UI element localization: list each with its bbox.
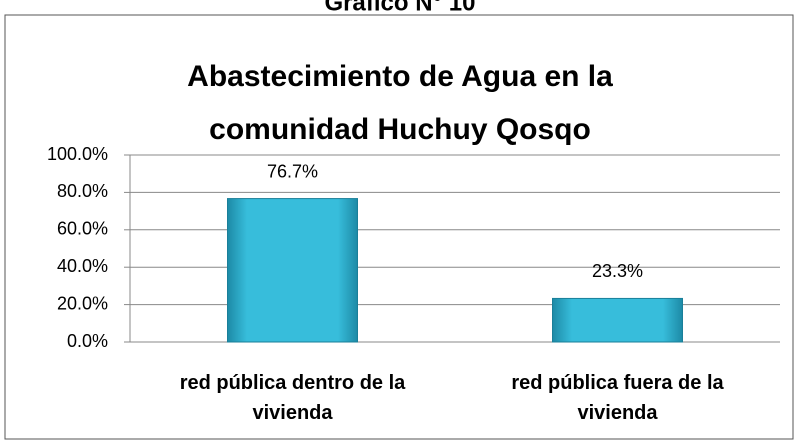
chart-title: Abastecimiento de Agua en la comunidad H… [187, 60, 613, 146]
y-tick-label: 0.0% [67, 331, 108, 351]
y-tick-label: 20.0% [57, 293, 108, 313]
bar [227, 198, 358, 343]
x-tick-label: red pública dentro de la vivienda [179, 372, 406, 424]
y-tick-label: 80.0% [57, 181, 108, 201]
value-label: 76.7% [267, 161, 318, 181]
chart-frame [4, 14, 794, 440]
bar [552, 297, 683, 343]
y-tick-label: 100.0% [47, 144, 108, 164]
y-tick-label: 40.0% [57, 256, 108, 276]
value-label: 23.3% [592, 261, 643, 281]
y-tick-label: 60.0% [57, 219, 108, 239]
heading: Gráfico N° 10 [325, 0, 476, 16]
x-tick-label: red pública fuera de la vivienda [511, 372, 724, 424]
